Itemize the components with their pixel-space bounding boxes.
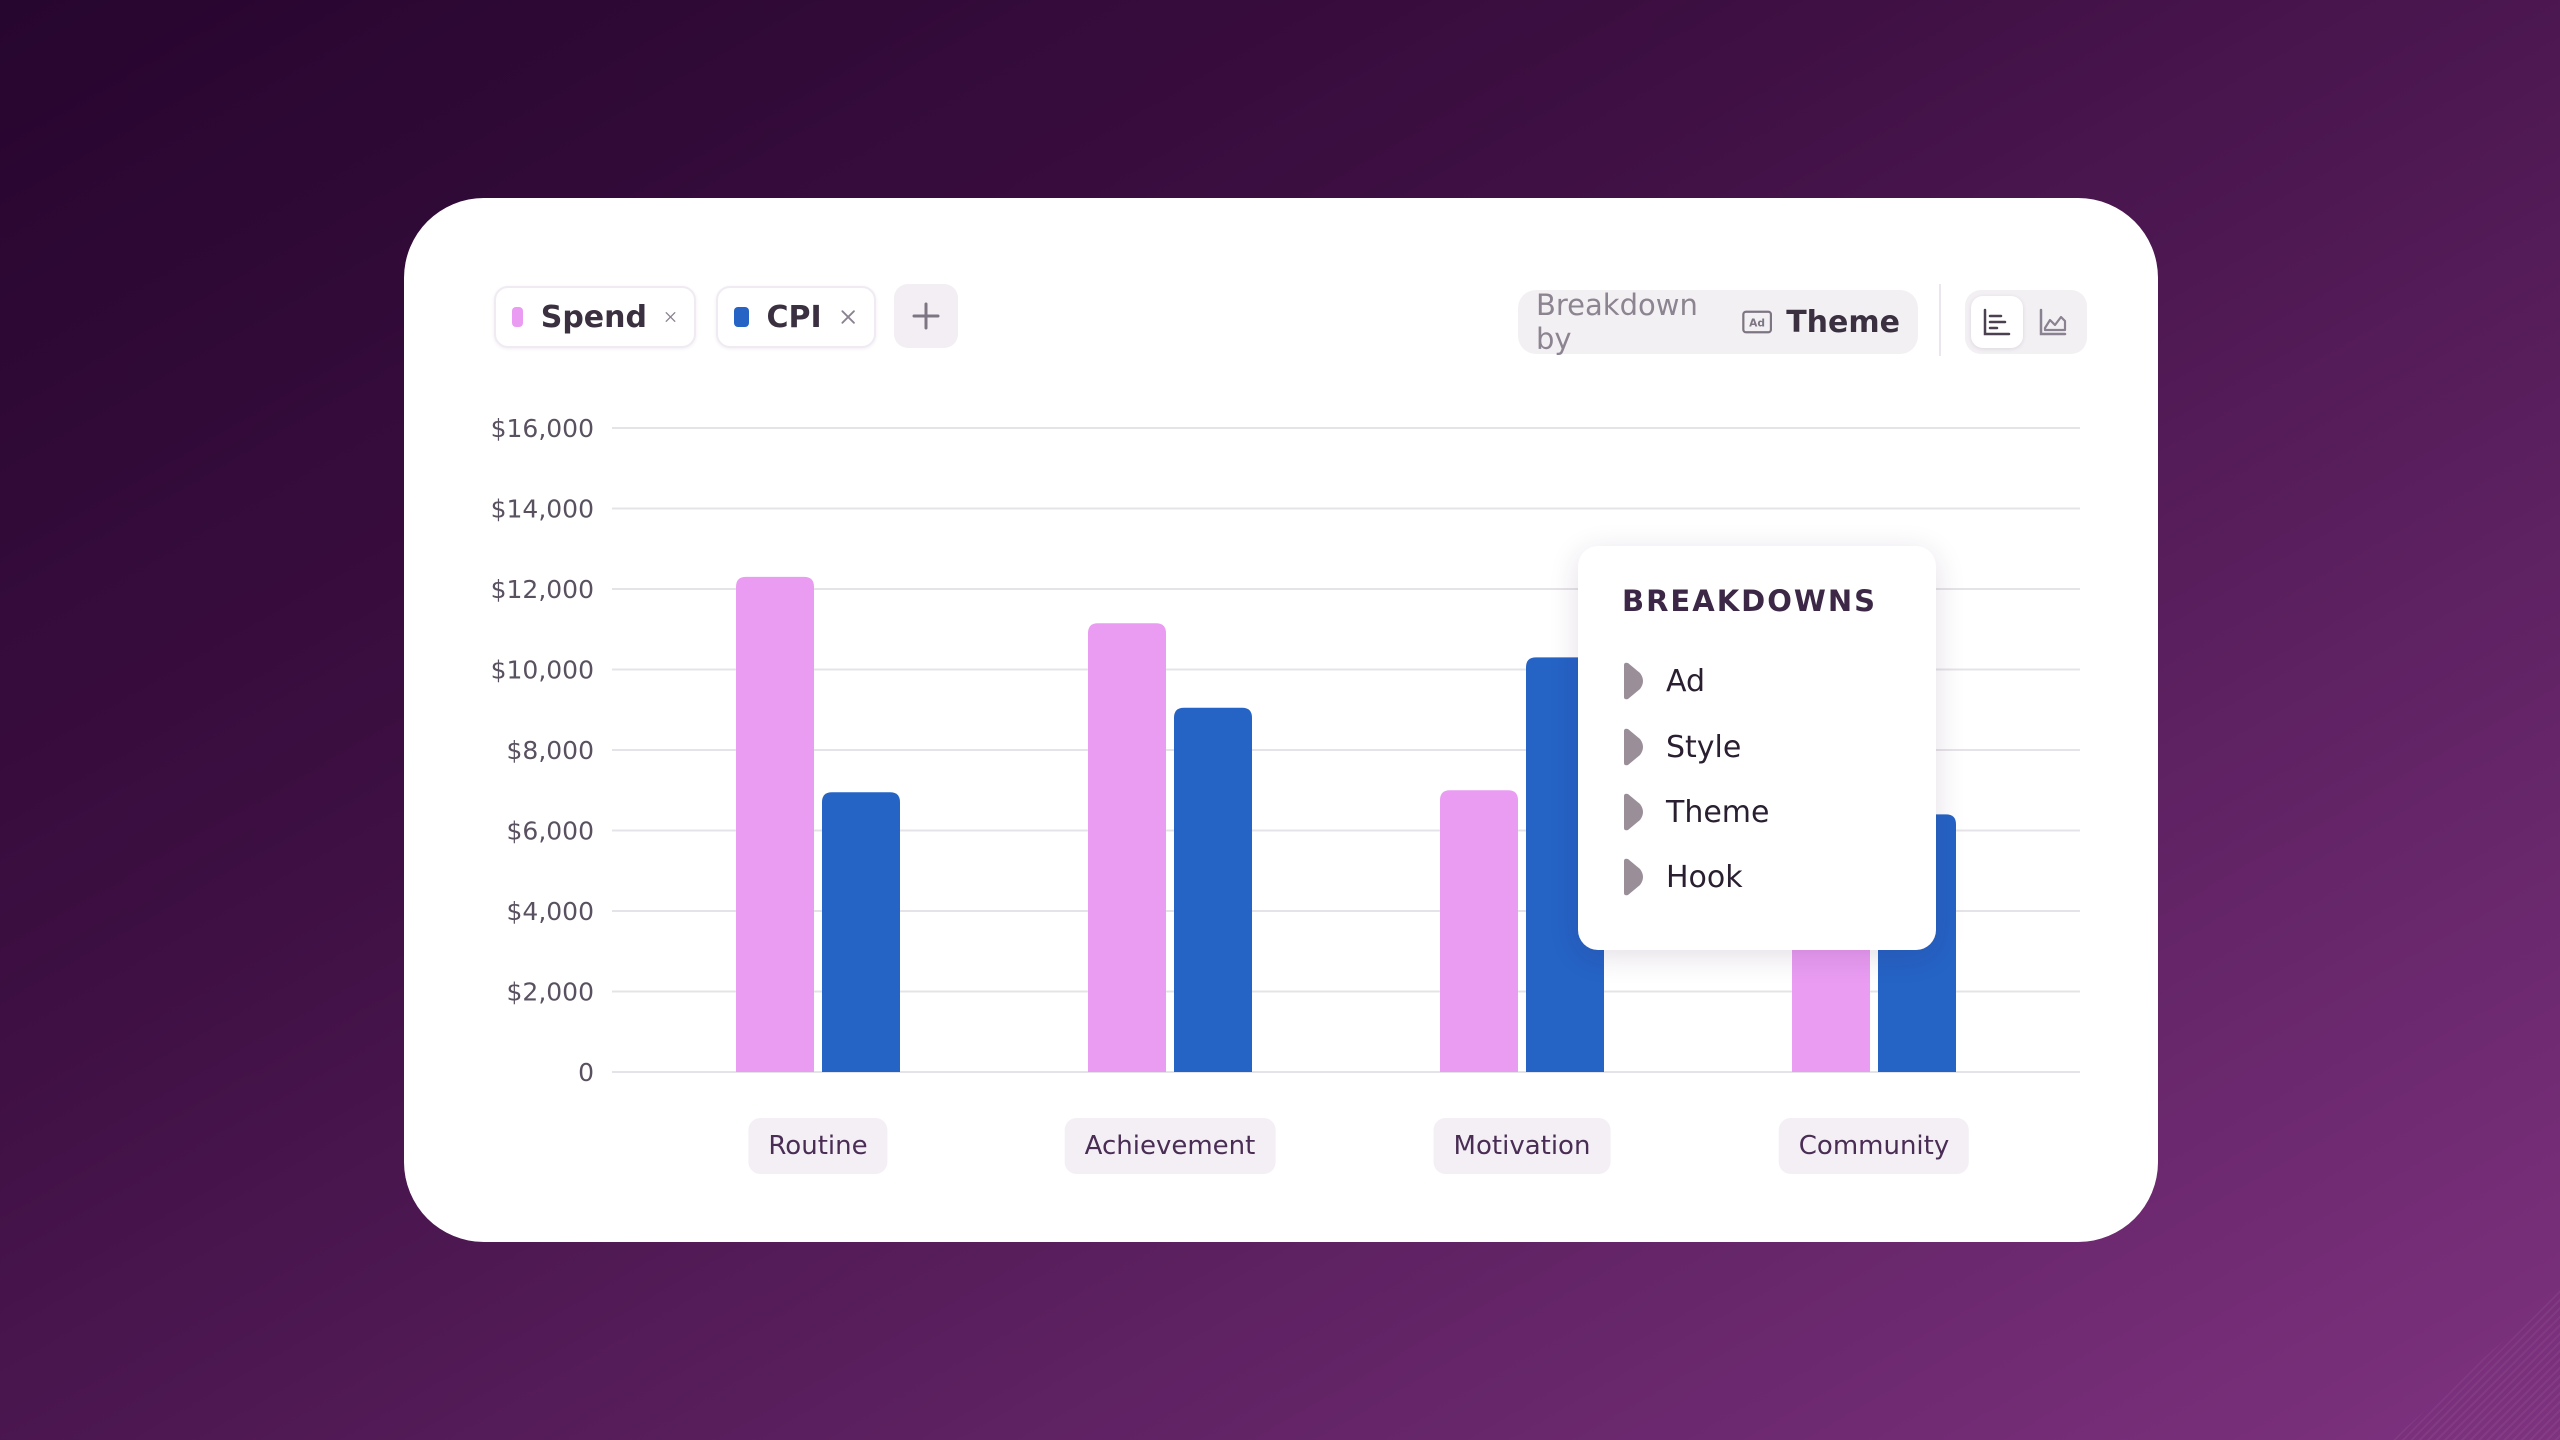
- close-icon[interactable]: [838, 303, 858, 331]
- x-tick-label[interactable]: Community: [1778, 1118, 1970, 1174]
- breakdowns-popup: BREAKDOWNS Ad Style Theme Hook: [1578, 546, 1936, 950]
- tag-icon: [1624, 662, 1643, 700]
- y-tick-label: $16,000: [491, 414, 594, 443]
- y-tick-label: $4,000: [507, 897, 594, 926]
- ad-icon: Ad: [1742, 310, 1772, 334]
- breakdown-selector[interactable]: Breakdown by Ad Theme: [1518, 288, 1918, 356]
- bar-chart-icon: [1983, 308, 2011, 336]
- chart-type-toggle: [1965, 290, 2087, 354]
- popup-item-ad[interactable]: Ad: [1622, 656, 1705, 706]
- metric-chip-label: Spend: [540, 299, 647, 335]
- tag-icon: [1624, 728, 1643, 766]
- breakdown-label: Breakdown by: [1536, 288, 1698, 356]
- cpi-swatch: [734, 307, 749, 327]
- breakdown-value: Theme: [1786, 304, 1900, 340]
- metric-chip-label: CPI: [766, 299, 822, 335]
- metric-chip-spend[interactable]: Spend: [494, 286, 696, 348]
- area-chart-icon: [2039, 308, 2067, 336]
- x-tick-label[interactable]: Motivation: [1433, 1118, 1611, 1174]
- close-icon[interactable]: [663, 303, 678, 331]
- popup-item-label: Hook: [1666, 859, 1743, 895]
- toolbar-divider: [1939, 284, 1941, 356]
- popup-title: BREAKDOWNS: [1622, 584, 1878, 618]
- tag-icon: [1624, 793, 1643, 831]
- tag-icon: [1624, 858, 1643, 896]
- popup-item-label: Style: [1666, 729, 1742, 765]
- bar-cpi-achievement[interactable]: [1174, 707, 1252, 1072]
- y-tick-label: $8,000: [507, 736, 594, 765]
- svg-text:Ad: Ad: [1749, 316, 1765, 329]
- bar-spend-achievement[interactable]: [1088, 623, 1166, 1072]
- add-metric-button[interactable]: [894, 284, 958, 348]
- y-tick-label: $6,000: [507, 817, 594, 846]
- popup-item-theme[interactable]: Theme: [1622, 787, 1769, 837]
- y-tick-label: $14,000: [491, 495, 594, 524]
- x-tick-label[interactable]: Achievement: [1064, 1118, 1276, 1174]
- bar-spend-motivation[interactable]: [1440, 790, 1518, 1072]
- popup-item-hook[interactable]: Hook: [1622, 852, 1743, 902]
- spend-swatch: [512, 307, 523, 327]
- area-chart-toggle[interactable]: [2027, 296, 2079, 348]
- y-tick-label: $10,000: [491, 656, 594, 685]
- popup-item-style[interactable]: Style: [1622, 722, 1741, 772]
- y-tick-label: $2,000: [507, 978, 594, 1007]
- x-tick-label[interactable]: Routine: [748, 1118, 888, 1174]
- popup-item-label: Ad: [1666, 663, 1706, 699]
- bar-spend-community[interactable]: [1792, 911, 1870, 1072]
- plus-icon: [912, 302, 940, 330]
- y-tick-label: $12,000: [491, 575, 594, 604]
- bar-cpi-routine[interactable]: [822, 792, 900, 1072]
- bar-spend-routine[interactable]: [736, 576, 814, 1072]
- bar-chart-toggle[interactable]: [1971, 296, 2023, 348]
- metric-chip-cpi[interactable]: CPI: [716, 286, 876, 348]
- y-tick-label: 0: [578, 1058, 594, 1087]
- popup-item-label: Theme: [1666, 794, 1770, 830]
